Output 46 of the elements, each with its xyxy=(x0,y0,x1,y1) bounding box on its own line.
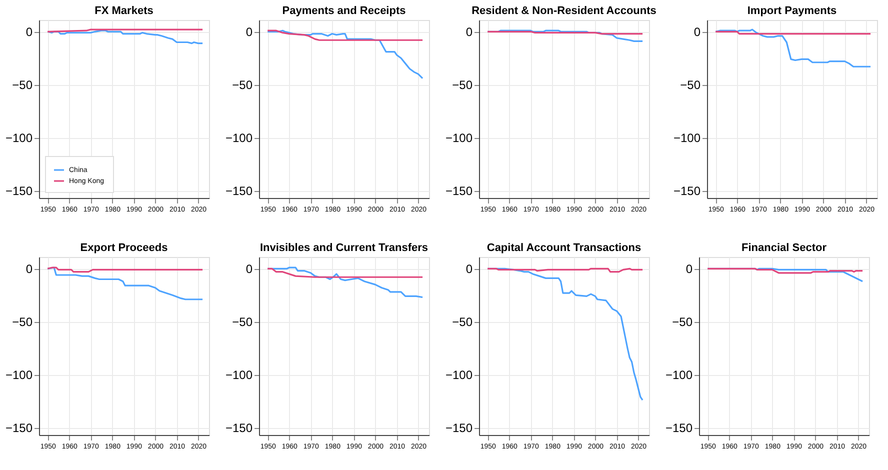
y-tick-label: 0 xyxy=(466,262,473,276)
chart-title: Financial Sector xyxy=(742,242,828,254)
y-tick-label: −150 xyxy=(225,421,253,436)
y-tick-label: −150 xyxy=(665,421,693,436)
line-series xyxy=(46,30,204,44)
line-series xyxy=(46,266,204,300)
y-tick-label: −100 xyxy=(445,131,473,146)
y-tick-label: −150 xyxy=(5,421,33,436)
chart-title: Capital Account Transactions xyxy=(486,242,642,254)
y-tick-label: 0 xyxy=(26,262,33,276)
y-tick-label: 0 xyxy=(466,25,473,40)
chart-title: Export Proceeds xyxy=(80,242,168,254)
y-tick-label: −100 xyxy=(225,131,253,146)
chart-title: Import Payments xyxy=(747,5,837,17)
line-series xyxy=(714,28,872,68)
y-tick-label: −150 xyxy=(445,184,473,198)
y-tick-label: −50 xyxy=(232,315,253,330)
y-tick-label: 0 xyxy=(26,25,33,40)
y-tick-label: −150 xyxy=(5,184,33,198)
y-tick-label: −150 xyxy=(445,421,473,436)
y-tick-label: −50 xyxy=(672,315,693,330)
y-tick-label: −100 xyxy=(5,368,33,382)
y-tick-label: 0 xyxy=(246,25,253,40)
y-tick-label: −100 xyxy=(445,368,473,382)
y-tick-label: −150 xyxy=(225,184,253,198)
chart-title: FX Markets xyxy=(94,5,154,17)
y-tick-label: −100 xyxy=(665,368,693,382)
y-tick-label: −50 xyxy=(680,78,701,92)
y-tick-label: 0 xyxy=(686,262,693,276)
y-tick-label: −100 xyxy=(5,131,33,146)
y-tick-label: −50 xyxy=(12,315,33,330)
y-tick-label: −50 xyxy=(232,78,253,92)
chart-title: Resident & Non-Resident Accounts xyxy=(472,5,656,17)
y-tick-label: −50 xyxy=(12,78,33,92)
y-tick-label: −50 xyxy=(452,315,473,330)
y-tick-label: −150 xyxy=(673,184,701,198)
chart-title: Invisibles and Current Transfers xyxy=(260,242,428,254)
line-series xyxy=(266,30,424,80)
y-tick-label: 0 xyxy=(694,25,701,40)
y-tick-label: −50 xyxy=(452,78,473,92)
chart-title: Payments and Receipts xyxy=(282,5,406,17)
y-tick-label: −100 xyxy=(673,131,701,146)
y-tick-label: 0 xyxy=(246,262,253,276)
line-series xyxy=(266,30,424,41)
line-series xyxy=(266,268,424,278)
y-tick-label: −100 xyxy=(225,368,253,382)
